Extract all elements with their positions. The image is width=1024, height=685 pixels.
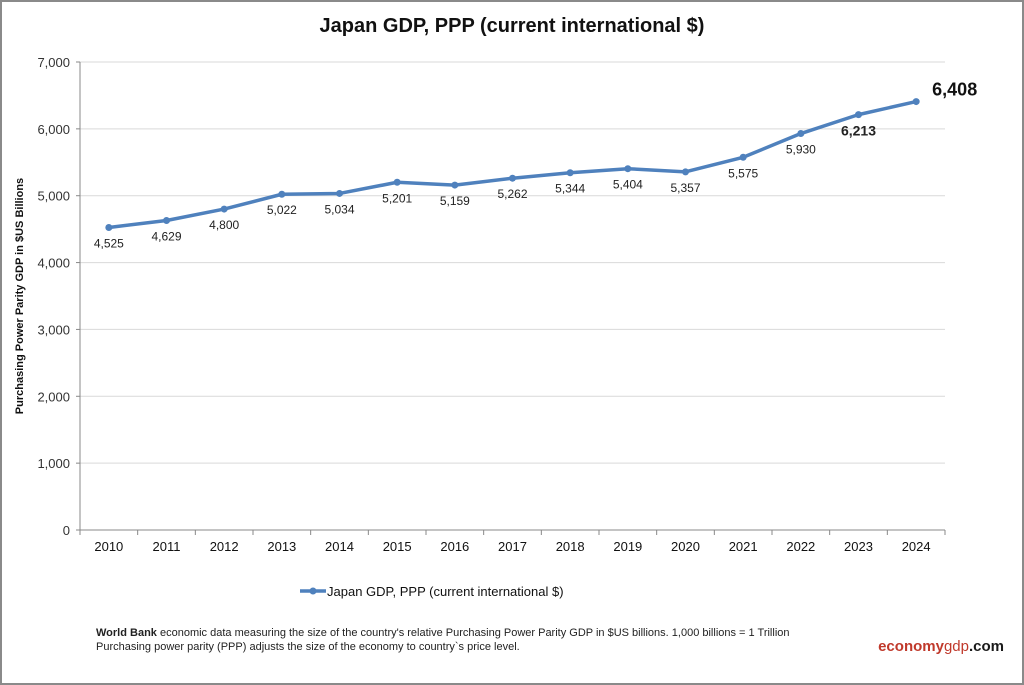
data-point [682, 168, 689, 176]
x-tick-label: 2015 [383, 539, 412, 554]
data-label: 4,629 [151, 230, 181, 244]
data-label: 5,344 [555, 182, 585, 196]
brand-part2: gdp [943, 638, 969, 655]
x-tick-label: 2016 [440, 539, 469, 554]
data-label: 6,408 [932, 80, 977, 100]
data-label: 5,262 [497, 187, 527, 201]
legend-marker-icon [309, 587, 317, 595]
data-point [278, 190, 286, 198]
data-point [739, 153, 747, 161]
chart-title: Japan GDP, PPP (current international $) [320, 15, 705, 37]
source-name: World Bank [96, 627, 157, 639]
data-label: 5,159 [440, 194, 470, 208]
data-point [855, 111, 862, 119]
x-tick-label: 2024 [902, 539, 931, 554]
x-tick-label: 2013 [267, 539, 296, 554]
data-point [105, 223, 113, 231]
data-label: 5,022 [267, 203, 297, 217]
brand-part1: economy [878, 638, 944, 655]
data-point [393, 178, 401, 186]
data-label: 4,800 [209, 218, 239, 232]
x-tick-label: 2014 [325, 539, 354, 554]
y-tick-label: 2,000 [37, 389, 70, 404]
data-label: 5,201 [382, 191, 412, 205]
x-tick-label: 2012 [210, 539, 239, 554]
data-point [624, 165, 632, 173]
x-tick-label: 2017 [498, 539, 527, 554]
brand-part3: .com [968, 638, 1004, 655]
x-tick-label: 2011 [153, 539, 181, 554]
x-tick-label: 2010 [94, 539, 123, 554]
data-label: 5,404 [613, 178, 643, 192]
footer-line2: Purchasing power parity (PPP) adjusts th… [96, 641, 520, 653]
data-point [220, 205, 228, 213]
brand-logo: economygdp.com [878, 638, 1004, 655]
data-label: 5,357 [670, 181, 700, 195]
data-point [163, 217, 170, 225]
y-tick-label: 3,000 [37, 322, 70, 337]
y-tick-label: 6,000 [37, 122, 70, 137]
y-tick-label: 1,000 [37, 456, 70, 471]
data-point [566, 169, 574, 177]
footer-note: World Bank economic data measuring the s… [96, 626, 790, 654]
data-point [797, 130, 805, 138]
x-tick-label: 2019 [613, 539, 642, 554]
x-tick-label: 2018 [556, 539, 585, 554]
data-label: 4,525 [94, 236, 124, 250]
x-tick-label: 2020 [671, 539, 700, 554]
data-label: 5,575 [728, 166, 758, 180]
y-tick-label: 7,000 [37, 55, 70, 70]
x-tick-label: 2021 [729, 539, 758, 554]
y-tick-label: 4,000 [37, 256, 70, 271]
legend-label: Japan GDP, PPP (current international $) [327, 584, 564, 599]
data-point [912, 98, 920, 106]
data-label: 6,213 [841, 123, 876, 139]
y-tick-label: 5,000 [37, 189, 70, 204]
data-label: 5,034 [324, 202, 354, 216]
data-point [451, 181, 459, 189]
y-tick-label: 0 [63, 523, 70, 538]
x-tick-label: 2023 [844, 539, 873, 554]
data-point [336, 189, 343, 197]
series-line [108, 99, 917, 230]
x-tick-label: 2022 [786, 539, 815, 554]
data-point [509, 174, 516, 182]
y-axis-label: Purchasing Power Parity GDP in $US Billi… [14, 178, 26, 414]
data-label: 5,930 [786, 143, 816, 157]
footer-line1: economic data measuring the size of the … [156, 627, 790, 639]
